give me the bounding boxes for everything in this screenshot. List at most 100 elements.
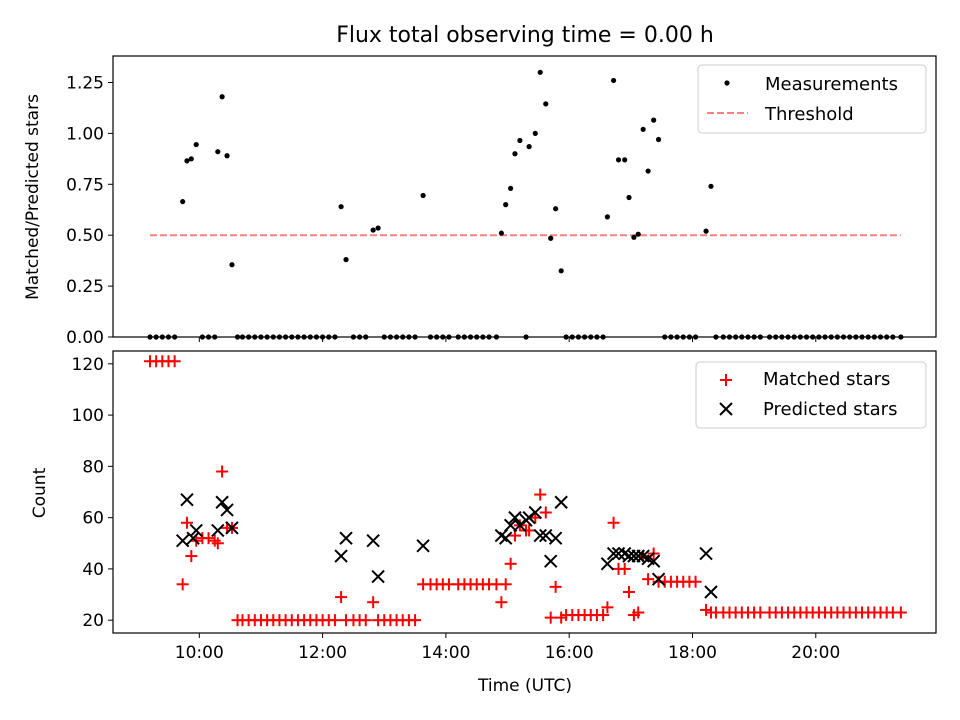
measurement-point — [219, 94, 225, 100]
bottom-ytick-label: 100 — [72, 406, 104, 426]
top-ytick-label: 0.00 — [66, 328, 104, 348]
matched-star-point — [622, 585, 635, 598]
bottom-ytick-label: 80 — [82, 457, 104, 477]
bottom-ytick-label: 120 — [72, 355, 104, 375]
top-ytick-label: 0.75 — [66, 175, 104, 195]
matched-star-point — [202, 532, 215, 545]
matched-star-point — [185, 550, 198, 563]
predicted-star-point — [339, 531, 353, 545]
top-y-axis: 0.00 0.25 0.50 0.75 1.00 1.25 — [66, 73, 113, 348]
predicted-star-point — [220, 503, 234, 517]
measurement-point — [229, 262, 235, 268]
bottom-xtick-label: 16:00 — [545, 643, 594, 663]
measurement-point — [626, 194, 632, 201]
top-chart-title: Flux total observing time = 0.00 h — [336, 23, 714, 48]
measurement-point — [651, 117, 657, 123]
bottom-xtick-label: 14:00 — [421, 643, 470, 663]
predicted-star-point — [600, 557, 615, 571]
top-ytick-label: 0.25 — [66, 277, 104, 297]
measurement-point — [526, 144, 532, 150]
matched-star-point — [544, 611, 557, 624]
measurement-point — [215, 149, 221, 155]
measurement-point — [180, 198, 186, 205]
predicted-star-point — [631, 549, 645, 563]
bottom-xtick-label: 10:00 — [175, 643, 224, 663]
measurement-point — [498, 230, 504, 236]
measurement-point — [508, 185, 514, 191]
predicted-star-point — [704, 585, 718, 599]
measurement-point — [703, 228, 709, 234]
legend-predicted-label: Predicted stars — [763, 399, 897, 420]
measurement-point — [708, 183, 714, 189]
predicted-star-point — [651, 572, 666, 586]
measurement-point — [604, 214, 611, 220]
predicted-star-point — [528, 505, 542, 520]
predicted-star-point — [186, 531, 200, 545]
measurement-point — [338, 204, 344, 210]
matched-star-point — [176, 578, 189, 591]
matched-star-point — [409, 614, 422, 627]
measurement-point — [193, 141, 199, 148]
predicted-star-point — [548, 531, 563, 545]
top-ytick-label: 0.50 — [66, 226, 104, 246]
bottom-ytick-label: 40 — [82, 560, 104, 580]
matched-star-point — [328, 614, 341, 627]
predicted-star-point — [554, 495, 568, 509]
bottom-xtick-label: 20:00 — [791, 643, 840, 663]
predicted-star-point — [366, 534, 380, 548]
measurement-point — [517, 137, 523, 144]
matched-star-point — [534, 488, 547, 501]
bottom-y-axis: 20 40 60 80 100 120 — [72, 355, 113, 631]
measurement-point — [622, 157, 628, 163]
legend-measurements-label: Measurements — [765, 74, 898, 95]
matched-star-point — [894, 606, 907, 619]
matched-star-point — [335, 591, 348, 604]
bottom-ytick-label: 60 — [82, 509, 104, 529]
measurement-point — [655, 136, 662, 143]
measurement-point — [548, 235, 554, 241]
top-plot-frame — [112, 55, 937, 338]
predicted-star-point — [699, 546, 713, 561]
legend-matched-label: Matched stars — [763, 369, 890, 390]
measurement-point — [610, 77, 617, 84]
measurement-point — [503, 202, 509, 208]
predicted-star-point — [189, 523, 203, 538]
predicted-star-point — [215, 495, 229, 509]
measurement-point — [532, 130, 538, 136]
measurement-point — [553, 206, 559, 212]
matched-star-point — [618, 562, 631, 575]
measurement-point — [343, 257, 349, 263]
top-y-axis-label: Matched/Predicted stars — [23, 94, 43, 300]
predicted-star-point — [606, 546, 621, 561]
predicted-star-point — [211, 523, 225, 538]
measurement-point — [184, 158, 190, 164]
matched-star-point — [607, 516, 620, 529]
predicted-star-point — [180, 492, 194, 507]
measurement-point — [188, 156, 194, 162]
measurement-point — [631, 234, 637, 240]
legend-predicted-marker — [719, 402, 733, 416]
measurement-point — [615, 157, 622, 163]
bottom-legend: Matched stars Predicted stars — [695, 361, 927, 429]
measurement-point — [420, 192, 426, 199]
measurement-point — [640, 126, 646, 132]
predicted-star-point — [334, 549, 348, 563]
predicted-star-point — [175, 534, 190, 548]
measurement-point — [224, 153, 230, 159]
measurement-point — [558, 268, 564, 274]
matched-star-point — [601, 601, 614, 614]
predicted-star-point — [498, 531, 513, 545]
matched-star-point — [642, 573, 655, 586]
bottom-x-axis: 10:00 12:00 14:00 16:00 18:00 20:00 — [175, 633, 840, 663]
bottom-ytick-label: 20 — [82, 611, 104, 631]
measurement-point — [543, 101, 549, 107]
predicted-star-point — [416, 539, 430, 553]
measurement-point — [512, 151, 518, 157]
matched-star-point — [495, 596, 508, 609]
top-ytick-label: 1.00 — [66, 124, 104, 144]
predicted-star-point — [533, 528, 547, 543]
matched-star-point — [632, 606, 645, 619]
matched-star-point — [359, 614, 372, 627]
predicted-star-point — [371, 569, 385, 584]
measurement-point — [370, 227, 376, 233]
